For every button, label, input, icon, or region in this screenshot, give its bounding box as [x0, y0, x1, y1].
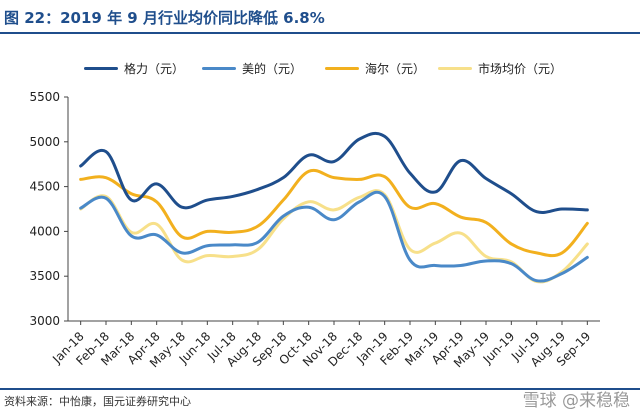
series-line-2	[79, 168, 589, 258]
legend-label-market: 市场均价（元）	[478, 61, 563, 76]
legend-item-meidi: 美的（元）	[202, 58, 302, 78]
legend-swatch-meidi	[202, 66, 236, 70]
y-tick-label: 5500	[29, 90, 60, 104]
watermark: 雪球 @来稳稳	[522, 391, 630, 411]
y-tick-label: 3500	[29, 269, 60, 283]
footer-rule	[0, 388, 640, 390]
series-line-1	[79, 190, 589, 283]
legend-swatch-haier	[325, 66, 359, 70]
series-line-0	[79, 131, 589, 214]
legend-swatch-market	[438, 66, 472, 70]
legend-item-geli: 格力（元）	[84, 58, 184, 78]
legend-label-geli: 格力（元）	[124, 61, 185, 76]
legend-item-market: 市场均价（元）	[438, 58, 562, 78]
legend-label-haier: 海尔（元）	[365, 61, 426, 76]
y-tick-label: 4500	[29, 180, 60, 194]
legend-label-meidi: 美的（元）	[242, 61, 303, 76]
legend-item-haier: 海尔（元）	[325, 58, 425, 78]
legend-swatch-geli	[84, 66, 118, 70]
series-line-3	[79, 189, 589, 284]
source-note: 资料来源：中怡康，国元证券研究中心	[4, 395, 191, 408]
figure-title-bar: 图 22：2019 年 9 月行业均价同比降低 6.8%	[0, 0, 640, 34]
y-tick-label: 3000	[29, 314, 60, 328]
chart-legend: 格力（元） 美的（元） 海尔（元） 市场均价（元）	[0, 58, 640, 78]
y-tick-label: 4000	[29, 224, 60, 238]
y-tick-label: 5000	[29, 135, 60, 149]
figure-title: 图 22：2019 年 9 月行业均价同比降低 6.8%	[4, 9, 325, 27]
